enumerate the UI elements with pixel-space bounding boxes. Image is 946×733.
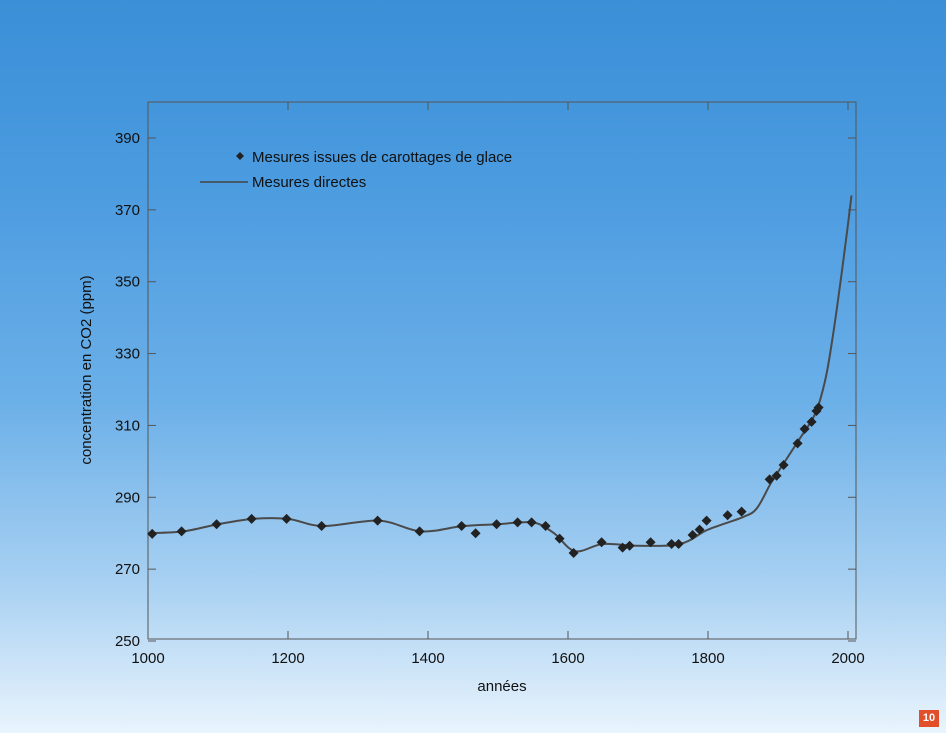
ice-core-point [211,519,222,530]
ice-core-point [736,506,747,517]
ice-core-point [316,521,327,532]
direct-measurements-line [147,195,853,553]
x-tick-label: 1600 [551,650,584,667]
ice-core-point [491,519,502,530]
legend-diamond-marker [236,152,244,160]
y-tick-label: 370 [115,202,140,219]
y-tick-label: 250 [115,633,140,650]
ice-core-point [792,438,803,449]
legend-ice-core-label: Mesures issues de carottages de glace [252,149,512,166]
y-axis-ticks: 250 270 290 310 330 350 370 390 [115,130,856,650]
ice-core-point [372,515,383,526]
x-axis-ticks: 1000 1200 1400 1600 1800 2000 [131,102,865,667]
ice-core-point [687,530,698,541]
ice-core-point [176,526,187,537]
ice-core-point [456,521,467,532]
ice-core-point [799,424,810,435]
ice-core-point [147,528,158,539]
ice-core-point [596,537,607,548]
ice-core-point [526,517,537,528]
x-tick-label: 2000 [831,650,864,667]
ice-core-point [673,538,684,549]
x-tick-label: 1000 [131,650,164,667]
ice-core-point [624,540,635,551]
ice-core-point [246,513,257,524]
x-tick-label: 1400 [411,650,444,667]
legend: Mesures issues de carottages de glace Me… [200,149,512,191]
y-axis-label: concentration en CO2 (ppm) [78,275,95,464]
plot-area-frame [147,101,857,640]
ice-core-point [281,513,292,524]
y-tick-label: 390 [115,130,140,147]
ice-core-point [568,547,579,558]
ice-core-point [554,533,565,544]
ice-core-point [778,459,789,470]
ice-core-point [722,510,733,521]
ice-core-point [512,517,523,528]
series-direct-measurements [147,195,853,553]
ice-core-point [764,474,775,485]
ice-core-point [617,542,628,553]
y-tick-label: 350 [115,274,140,291]
page-number-badge: 10 [919,710,939,727]
x-tick-label: 1200 [271,650,304,667]
x-axis-label: années [477,678,526,695]
ice-core-point [540,521,551,532]
series-ice-core-measurements [147,402,824,558]
y-tick-label: 270 [115,561,140,578]
x-tick-label: 1800 [691,650,724,667]
ice-core-point [694,524,705,535]
ice-core-point [701,515,712,526]
y-tick-label: 330 [115,346,140,363]
ice-core-point [666,538,677,549]
y-tick-label: 290 [115,489,140,506]
ice-core-point [806,416,817,427]
ice-core-point [414,526,425,537]
y-tick-label: 310 [115,417,140,434]
ice-core-point [470,528,481,539]
ice-core-point [645,537,656,548]
legend-direct-label: Mesures directes [252,174,366,191]
ice-core-point [771,470,782,481]
ice-core-point [813,402,824,413]
